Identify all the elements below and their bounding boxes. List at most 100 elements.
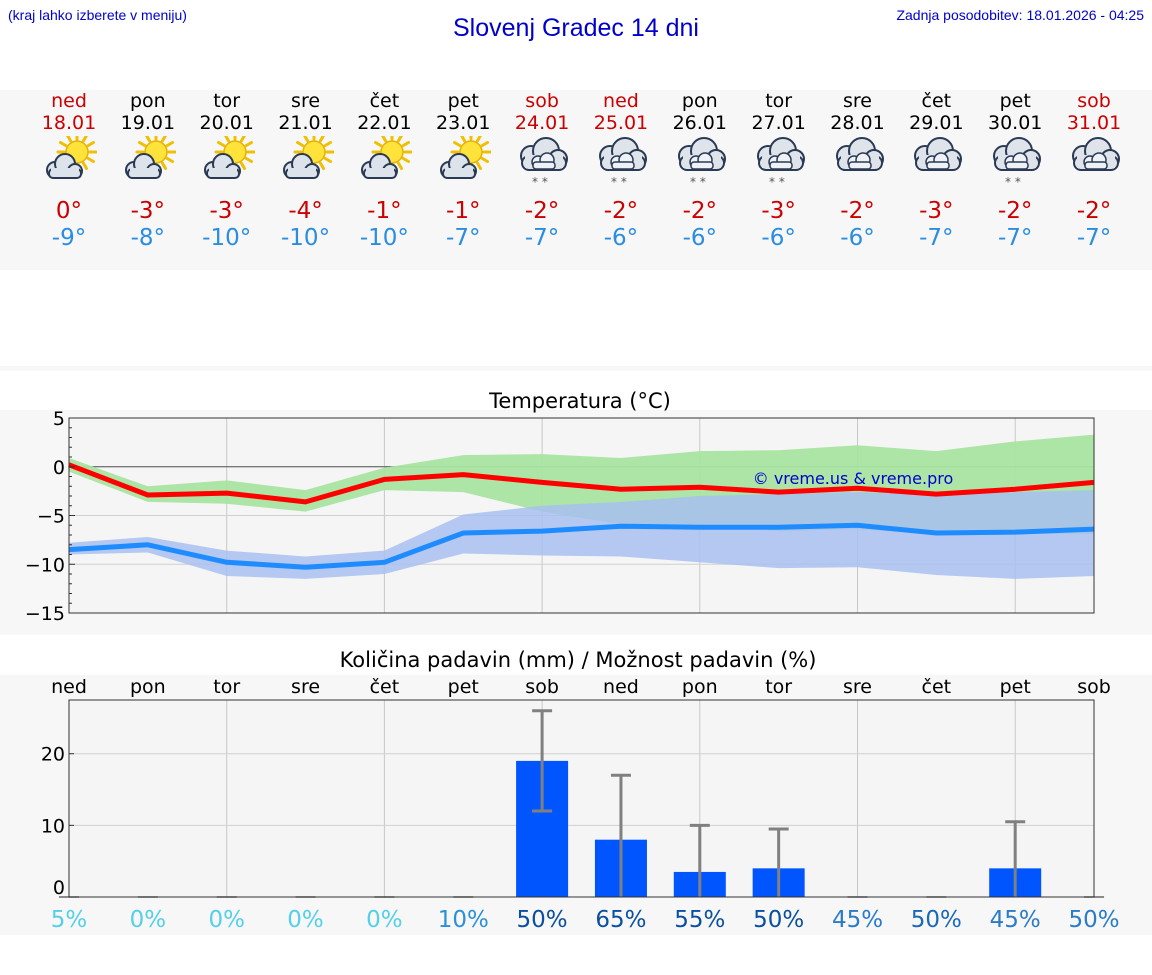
- partly-sunny-icon: [278, 131, 335, 186]
- precipitation-probability-label: 0%: [287, 907, 324, 933]
- precipitation-day-label: tor: [213, 676, 240, 698]
- day-date: 28.01: [830, 112, 885, 134]
- min-temperature: -6°: [603, 225, 639, 251]
- precipitation-y-tick-label: 10: [41, 815, 65, 837]
- snow-cloud-icon: * *: [514, 136, 570, 189]
- snow-cloud-icon: * *: [593, 136, 649, 189]
- precipitation-probability-label: 50%: [517, 907, 568, 933]
- max-temperature: -2°: [603, 198, 639, 224]
- temperature-y-tick-label: −5: [37, 506, 65, 528]
- min-temperature: -10°: [359, 225, 409, 251]
- forecast-day: pon 19.01 -3° -8°: [108, 90, 188, 270]
- min-temperature: -7°: [524, 225, 560, 251]
- last-updated: Zadnja posodobitev: 18.01.2026 - 04:25: [896, 7, 1144, 23]
- cloudy-icon: [1066, 136, 1122, 186]
- day-date: 18.01: [41, 112, 97, 134]
- max-temperature: 0°: [55, 198, 83, 224]
- min-temperature: -8°: [130, 225, 166, 251]
- temperature-chart-title: Temperatura (°C): [488, 389, 671, 413]
- temperature-y-tick-label: 0: [53, 457, 65, 479]
- day-date: 21.01: [278, 112, 333, 134]
- forecast-day: pet 30.01 * * -2° -7°: [975, 90, 1055, 270]
- max-temperature: -3°: [919, 198, 954, 224]
- precipitation-probability-label: 0%: [208, 907, 245, 933]
- precipitation-day-label: pon: [682, 676, 718, 698]
- partly-sunny-icon: [120, 131, 177, 186]
- precipitation-y-tick-label: 20: [41, 744, 65, 766]
- svg-text:* *: * *: [690, 175, 706, 186]
- precipitation-day-label: pon: [130, 676, 166, 698]
- forecast-day: sre 28.01 -2° -6°: [818, 90, 898, 270]
- max-temperature: -3°: [761, 198, 796, 224]
- forecast-day: sob 24.01 * * -2° -7°: [502, 90, 582, 270]
- min-temperature: -6°: [840, 225, 875, 251]
- forecast-day: čet 22.01 -1° -10°: [344, 90, 424, 270]
- max-temperature: -1°: [367, 198, 402, 224]
- precipitation-y-tick-label: 0: [53, 877, 65, 899]
- day-date: 19.01: [120, 112, 176, 134]
- precipitation-probability-label: 5%: [51, 907, 88, 933]
- precipitation-probability-label: 45%: [990, 907, 1041, 933]
- precipitation-day-label: pet: [1000, 676, 1031, 698]
- day-date: 23.01: [436, 112, 491, 134]
- precipitation-day-label: pet: [448, 676, 479, 698]
- cloudy-icon: [830, 136, 886, 186]
- max-temperature: -2°: [997, 198, 1033, 224]
- max-temperature: -4°: [288, 198, 323, 224]
- partly-sunny-icon: [199, 131, 256, 186]
- max-temperature: -2°: [682, 198, 718, 224]
- precipitation-day-label: tor: [765, 676, 792, 698]
- forecast-day: ned 25.01 * * -2° -6°: [581, 90, 661, 270]
- forecast-day: ned 18.01 0° -9°: [29, 90, 109, 270]
- min-temperature: -7°: [1076, 225, 1112, 251]
- forecast-day: sre 21.01 -4° -10°: [266, 90, 346, 270]
- day-date: 20.01: [199, 112, 254, 134]
- forecast-day: tor 27.01 * * -3° -6°: [739, 90, 819, 270]
- day-date: 26.01: [672, 112, 727, 134]
- page-title: Slovenj Gradec 14 dni: [453, 14, 699, 42]
- precipitation-probability-label: 10%: [438, 907, 489, 933]
- min-temperature: -7°: [446, 225, 481, 251]
- temperature-y-tick-label: −15: [25, 603, 65, 625]
- day-date: 29.01: [909, 112, 964, 134]
- forecast-day: pon 26.01 * * -2° -6°: [660, 90, 740, 270]
- min-temperature: -7°: [919, 225, 954, 251]
- cloudy-icon: [908, 136, 964, 186]
- precipitation-day-label: ned: [603, 676, 639, 698]
- day-name: sre: [291, 90, 321, 112]
- day-name: tor: [213, 90, 241, 112]
- day-name: pon: [681, 90, 718, 112]
- precipitation-probability-label: 50%: [753, 907, 804, 933]
- precipitation-plot-frame: [68, 699, 1095, 898]
- temperature-y-tick-label: −10: [25, 554, 65, 576]
- min-temperature: -10°: [281, 225, 331, 251]
- day-name: pet: [447, 90, 479, 112]
- svg-text:* *: * *: [1005, 175, 1021, 186]
- min-temperature-line: [68, 522, 1095, 570]
- max-temperature: -2°: [840, 198, 875, 224]
- day-name: čet: [369, 90, 400, 112]
- min-temperature: -6°: [682, 225, 718, 251]
- precipitation-day-label: čet: [922, 676, 952, 698]
- min-temperature-range-band: [69, 490, 1094, 579]
- menu-hint: (kraj lahko izberete v meniju): [8, 7, 187, 23]
- precipitation-probability-label: 0%: [130, 907, 167, 933]
- svg-text:* *: * *: [532, 175, 548, 186]
- precipitation-chart-title: Količina padavin (mm) / Možnost padavin …: [340, 648, 817, 672]
- max-temperature-line: [68, 462, 1095, 505]
- precipitation-day-label: sob: [525, 676, 559, 698]
- day-date: 25.01: [593, 112, 649, 134]
- separator-band: [0, 366, 1152, 371]
- precipitation-probability-label: 55%: [674, 907, 725, 933]
- daily-forecast-strip: ned 18.01 0° -9° pon 19.01 -3° -8° tor 20.01 -3…: [0, 90, 1152, 270]
- max-temperature: -2°: [524, 198, 560, 224]
- day-name: tor: [765, 90, 793, 112]
- precipitation-probability-label: 50%: [1068, 907, 1119, 933]
- precipitation-probability-label: 65%: [595, 907, 646, 933]
- temperature-y-tick-label: 5: [53, 408, 65, 430]
- day-name: sob: [1077, 90, 1111, 112]
- forecast-day: pet 23.01 -1° -7°: [423, 90, 503, 270]
- max-temperature: -3°: [130, 198, 166, 224]
- min-temperature: -10°: [202, 225, 252, 251]
